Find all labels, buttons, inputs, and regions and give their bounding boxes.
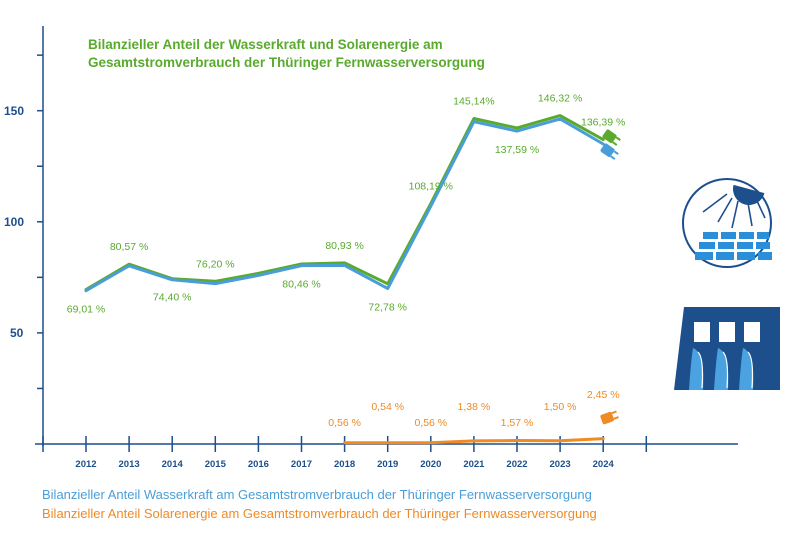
x-tick-label-2013: 2013 xyxy=(119,459,140,470)
data-label-orange: 0,56 % xyxy=(414,417,447,429)
data-label-green: 80,57 % xyxy=(110,241,149,253)
data-labels-layer: 69,01 % 80,57 % 74,40 % 76,20 % 80,46 % 80,93… xyxy=(67,93,626,429)
plug-icon-blue xyxy=(600,143,619,160)
series-line-summe xyxy=(84,114,605,292)
data-label-green: 137,59 % xyxy=(495,144,539,156)
data-label-green: 72,78 % xyxy=(368,301,407,313)
data-label-green: 76,20 % xyxy=(196,258,235,270)
data-label-orange: 2,45 % xyxy=(587,389,620,401)
plug-icon-orange xyxy=(600,410,619,425)
x-tick-label-2014: 2014 xyxy=(162,459,184,470)
series-layer xyxy=(84,114,605,445)
x-tick-label-2020: 2020 xyxy=(420,459,441,470)
data-label-orange: 1,50 % xyxy=(544,401,577,413)
x-tick-label-2019: 2019 xyxy=(377,459,398,470)
x-tick-label-2018: 2018 xyxy=(334,459,355,470)
x-tick-label-2017: 2017 xyxy=(291,459,312,470)
data-label-orange: 1,57 % xyxy=(501,417,534,429)
data-label-green: 145,14% xyxy=(453,95,494,107)
x-tick-label-2022: 2022 xyxy=(506,459,527,470)
data-label-green: 136,39 % xyxy=(581,117,625,129)
chart-title-line-2: Gesamtstromverbrauch der Thüringer Fernw… xyxy=(88,55,485,70)
plug-icon-green xyxy=(602,129,621,146)
y-tick-marks xyxy=(37,54,43,390)
data-label-green: 80,46 % xyxy=(282,279,321,291)
chart-title-line-1: Bilanzieller Anteil der Wasserkraft und … xyxy=(88,37,443,52)
data-label-orange: 0,54 % xyxy=(371,401,404,413)
data-label-green: 74,40 % xyxy=(153,292,192,304)
series-line-wasserkraft xyxy=(84,117,605,293)
data-label-green: 146,32 % xyxy=(538,93,582,105)
hydropower-dam-icon xyxy=(674,307,780,390)
data-label-green: 80,93 % xyxy=(325,240,364,252)
x-tick-label-2016: 2016 xyxy=(248,459,269,470)
data-label-orange: 0,56 % xyxy=(328,417,361,429)
x-tick-label-2015: 2015 xyxy=(205,459,227,470)
solar-panel-sun-icon xyxy=(682,178,772,268)
y-tick-label-150: 150 xyxy=(4,104,24,118)
x-tick-group: 2012 2013 2014 2015 2016 2017 2018 2019 2020 2021… xyxy=(42,436,648,470)
x-tick-label-2021: 2021 xyxy=(463,459,485,470)
data-label-orange: 1,38 % xyxy=(458,401,491,413)
x-tick-label-2023: 2023 xyxy=(550,459,571,470)
series-line-solarenergie xyxy=(343,437,605,445)
data-label-green: 69,01 % xyxy=(67,304,106,316)
legend-wasserkraft: Bilanzieller Anteil Wasserkraft am Gesam… xyxy=(42,487,592,502)
x-tick-label-2024: 2024 xyxy=(593,459,615,470)
y-tick-label-50: 50 xyxy=(10,326,24,340)
x-tick-label-2012: 2012 xyxy=(75,459,96,470)
data-label-green: 108,19 % xyxy=(409,181,453,193)
y-tick-label-100: 100 xyxy=(4,215,24,229)
legend-solarenergie: Bilanzieller Anteil Solarenergie am Gesa… xyxy=(42,506,597,521)
